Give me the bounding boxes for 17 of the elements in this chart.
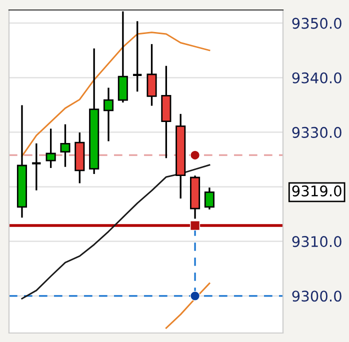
y-tick-label: 9350.0 [292,18,342,29]
line-series [165,282,210,329]
candlestick [103,88,114,142]
candlestick [204,188,214,210]
candlestick [118,11,128,102]
line-series [21,164,210,300]
candlestick [31,143,42,190]
y-tick-label: 9300.0 [292,290,342,302]
line-series [21,32,210,157]
y-tick-label: 9310.0 [292,236,342,248]
y-tick-label: 9340.0 [292,72,342,84]
y-tick-label: 9330.0 [292,126,342,138]
candlestick [132,21,143,92]
candlestick [46,128,56,168]
text: 9319.0 [292,185,342,196]
candlestick [146,44,157,106]
candlestick [60,124,70,167]
